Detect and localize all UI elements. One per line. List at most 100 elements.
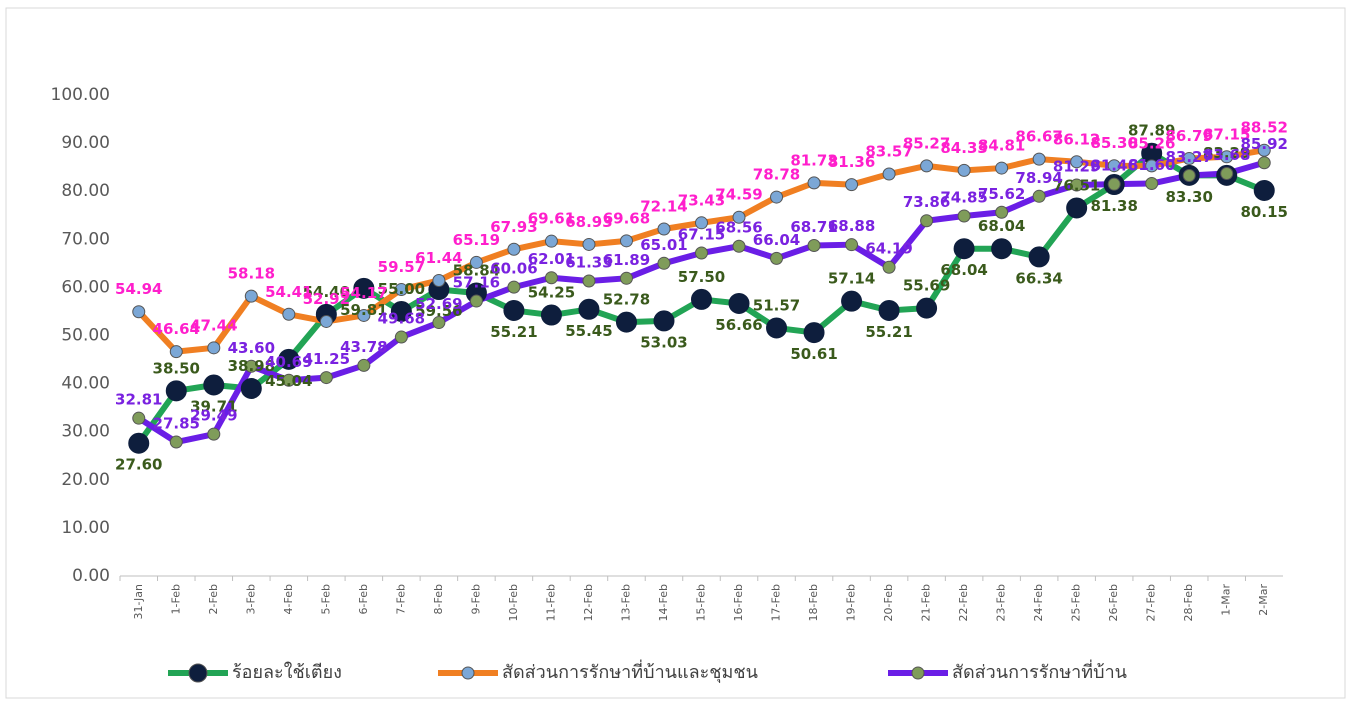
data-point — [657, 222, 671, 236]
data-label: 67.93 — [490, 218, 537, 236]
x-tick-label: 22-Feb — [957, 584, 970, 621]
x-tick-label: 16-Feb — [732, 584, 745, 621]
y-tick-label: 20.00 — [61, 470, 110, 490]
data-point — [803, 322, 825, 344]
data-point — [203, 374, 225, 396]
data-label: 85.27 — [903, 134, 950, 152]
data-label: 50.61 — [790, 345, 837, 363]
data-point — [1032, 152, 1046, 166]
data-label: 39.71 — [190, 397, 237, 415]
data-label: 85.26 — [1128, 134, 1175, 152]
data-point — [128, 432, 150, 454]
x-tick-label: 1-Mar — [1220, 584, 1233, 616]
legend-marker — [461, 666, 475, 680]
data-label: 65.01 — [640, 236, 687, 254]
data-label: 62.01 — [528, 250, 575, 268]
data-label: 45.04 — [265, 372, 312, 390]
x-tick-label: 9-Feb — [469, 584, 482, 614]
data-label: 68.56 — [715, 219, 762, 237]
data-label: 85.92 — [1241, 135, 1288, 153]
data-label: 60.06 — [490, 260, 537, 278]
data-label: 83.57 — [865, 143, 912, 161]
data-point — [653, 310, 675, 332]
data-point — [845, 238, 859, 252]
data-label: 57.16 — [453, 274, 500, 292]
data-point — [991, 238, 1013, 260]
x-tick-label: 2-Feb — [207, 584, 220, 614]
data-point — [770, 190, 784, 204]
x-tick-label: 17-Feb — [770, 584, 783, 621]
y-tick-label: 60.00 — [61, 277, 110, 297]
data-label: 68.88 — [828, 217, 875, 235]
data-label: 66.04 — [753, 231, 800, 249]
data-label: 87.15 — [1203, 125, 1250, 143]
data-label: 61.44 — [415, 249, 462, 267]
data-label: 54.40 — [303, 283, 350, 301]
data-point — [1220, 150, 1234, 164]
data-label: 69.68 — [603, 209, 650, 227]
data-label: 66.34 — [1015, 269, 1062, 287]
data-point — [282, 307, 296, 321]
data-label: 73.43 — [678, 191, 725, 209]
data-label: 46.64 — [153, 320, 200, 338]
data-label: 59.57 — [378, 258, 425, 276]
data-label: 73.86 — [903, 193, 950, 211]
data-label: 59.81 — [340, 301, 387, 319]
data-point — [1070, 178, 1084, 192]
data-point — [882, 260, 896, 274]
data-label: 52.92 — [303, 290, 350, 308]
x-tick-label: 26-Feb — [1107, 584, 1120, 621]
data-point — [507, 242, 521, 256]
data-point — [394, 282, 408, 296]
data-point — [207, 427, 221, 441]
data-label: 81.73 — [790, 151, 837, 169]
data-point — [916, 297, 938, 319]
x-tick-label: 6-Feb — [357, 584, 370, 614]
data-label: 52.69 — [415, 295, 462, 313]
data-point — [357, 358, 371, 372]
data-label: 43.78 — [340, 338, 387, 356]
y-tick-label: 50.00 — [61, 326, 110, 346]
data-label: 57.14 — [828, 270, 875, 288]
data-point — [169, 345, 183, 359]
data-point — [657, 256, 671, 270]
y-tick-label: 70.00 — [61, 229, 110, 249]
data-point — [544, 271, 558, 285]
data-point — [957, 163, 971, 177]
x-tick-label: 23-Feb — [995, 584, 1008, 621]
x-tick-label: 25-Feb — [1070, 584, 1083, 621]
x-tick-label: 8-Feb — [432, 584, 445, 614]
data-label: 68.04 — [940, 261, 987, 279]
data-label: 65.19 — [453, 231, 500, 249]
data-point — [1028, 246, 1050, 268]
data-label: 86.67 — [1015, 128, 1062, 146]
data-point — [728, 292, 750, 314]
y-tick-label: 40.00 — [61, 374, 110, 394]
x-tick-label: 21-Feb — [920, 584, 933, 621]
x-tick-label: 11-Feb — [544, 584, 557, 621]
data-point — [578, 298, 600, 320]
y-tick-label: 80.00 — [61, 181, 110, 201]
data-label: 43.60 — [228, 339, 275, 357]
data-point — [695, 216, 708, 230]
data-point — [1145, 177, 1159, 191]
data-label: 84.81 — [978, 137, 1025, 155]
data-label: 55.45 — [565, 322, 612, 340]
data-label: 58.84 — [453, 261, 500, 279]
x-tick-label: 15-Feb — [695, 584, 708, 621]
data-label: 61.33 — [565, 254, 612, 272]
data-point — [1182, 168, 1196, 182]
data-point — [319, 371, 333, 385]
data-point — [1257, 156, 1271, 170]
data-point — [507, 280, 521, 294]
y-tick-label: 90.00 — [61, 133, 110, 153]
data-label: 55.21 — [865, 323, 912, 341]
y-tick-label: 10.00 — [61, 518, 110, 538]
data-point — [1220, 166, 1234, 180]
data-label: 55.00 — [378, 280, 425, 298]
x-tick-label: 13-Feb — [619, 584, 632, 621]
data-point — [207, 341, 221, 355]
data-label: 27.60 — [115, 456, 162, 474]
data-label: 83.30 — [1165, 188, 1212, 206]
data-point — [619, 271, 633, 285]
